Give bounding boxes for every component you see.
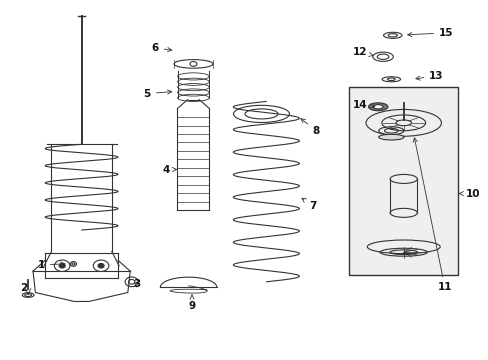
Text: 9: 9	[188, 295, 195, 311]
Text: 1: 1	[38, 260, 64, 270]
Text: 8: 8	[300, 119, 320, 136]
Text: 15: 15	[407, 28, 452, 38]
Text: 10: 10	[458, 189, 479, 199]
Text: 7: 7	[302, 198, 316, 211]
Ellipse shape	[368, 103, 387, 111]
Text: 11: 11	[412, 138, 451, 292]
Ellipse shape	[378, 134, 403, 140]
Text: 6: 6	[151, 43, 171, 53]
Circle shape	[93, 260, 109, 271]
Text: 12: 12	[352, 47, 372, 57]
Text: 14: 14	[352, 100, 374, 110]
Text: 13: 13	[415, 71, 443, 81]
Circle shape	[98, 264, 104, 268]
Text: 3: 3	[133, 279, 140, 289]
Text: 2: 2	[20, 283, 27, 293]
Text: 4: 4	[162, 165, 176, 175]
Bar	[348, 87, 458, 275]
Circle shape	[54, 260, 70, 271]
Text: 5: 5	[143, 89, 171, 99]
Ellipse shape	[372, 105, 382, 109]
Circle shape	[59, 264, 65, 268]
